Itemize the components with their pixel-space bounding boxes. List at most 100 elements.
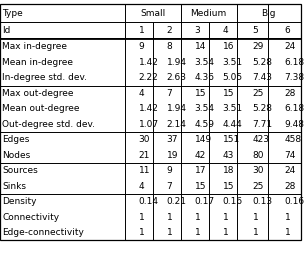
Text: 1: 1: [195, 213, 201, 222]
Text: 423: 423: [253, 135, 270, 144]
Text: 7: 7: [167, 182, 172, 191]
Text: Mean out-degree: Mean out-degree: [2, 104, 79, 113]
Text: 1: 1: [253, 228, 258, 237]
Text: 30: 30: [139, 135, 150, 144]
Text: Big: Big: [261, 9, 276, 18]
Text: 37: 37: [167, 135, 178, 144]
Text: 15: 15: [223, 89, 234, 98]
Text: 1: 1: [285, 228, 290, 237]
Text: 1: 1: [223, 228, 228, 237]
Text: 1: 1: [139, 26, 144, 35]
Text: 5.28: 5.28: [253, 58, 273, 67]
Text: 2: 2: [167, 26, 172, 35]
Text: 3.54: 3.54: [195, 104, 215, 113]
Text: 8: 8: [167, 43, 172, 51]
Text: 7.38: 7.38: [285, 74, 305, 82]
Text: Sinks: Sinks: [2, 182, 26, 191]
Text: 5.05: 5.05: [223, 74, 243, 82]
Text: 1: 1: [167, 228, 172, 237]
Text: 0.14: 0.14: [139, 197, 159, 206]
Text: 6.18: 6.18: [285, 58, 305, 67]
Text: 6: 6: [285, 26, 290, 35]
Text: 0.16: 0.16: [223, 197, 243, 206]
Text: Max in-degree: Max in-degree: [2, 43, 67, 51]
Text: Edge-connectivity: Edge-connectivity: [2, 228, 84, 237]
Text: 1: 1: [139, 213, 144, 222]
Text: 17: 17: [195, 166, 206, 175]
Text: 24: 24: [285, 166, 296, 175]
Text: 16: 16: [223, 43, 234, 51]
Text: 4: 4: [223, 26, 228, 35]
Text: 15: 15: [223, 182, 234, 191]
Text: Max out-degree: Max out-degree: [2, 89, 74, 98]
Text: 7.43: 7.43: [253, 74, 273, 82]
Text: 30: 30: [253, 166, 264, 175]
Text: 80: 80: [253, 151, 264, 160]
Text: 19: 19: [167, 151, 178, 160]
Text: 18: 18: [223, 166, 234, 175]
Text: 2.63: 2.63: [167, 74, 187, 82]
Text: 0.17: 0.17: [195, 197, 215, 206]
Text: 1: 1: [285, 213, 290, 222]
Text: 15: 15: [195, 89, 206, 98]
Text: 28: 28: [285, 89, 296, 98]
Text: Edges: Edges: [2, 135, 30, 144]
Text: 1: 1: [223, 213, 228, 222]
Text: 2.14: 2.14: [167, 120, 187, 129]
Text: 15: 15: [195, 182, 206, 191]
Text: 42: 42: [195, 151, 206, 160]
Text: 21: 21: [139, 151, 150, 160]
Text: 25: 25: [253, 182, 264, 191]
Text: 5.28: 5.28: [253, 104, 273, 113]
Text: Sources: Sources: [2, 166, 38, 175]
Text: 3.51: 3.51: [223, 58, 243, 67]
Text: 3: 3: [195, 26, 201, 35]
Text: 11: 11: [139, 166, 150, 175]
Text: 4: 4: [139, 89, 144, 98]
Text: 24: 24: [285, 43, 296, 51]
Text: 458: 458: [285, 135, 302, 144]
Text: 1.07: 1.07: [139, 120, 159, 129]
Text: 4.36: 4.36: [195, 74, 215, 82]
Text: 4.44: 4.44: [223, 120, 242, 129]
Text: 25: 25: [253, 89, 264, 98]
Text: Small: Small: [140, 9, 165, 18]
Text: 151: 151: [223, 135, 240, 144]
Text: Density: Density: [2, 197, 37, 206]
Text: 1.42: 1.42: [139, 58, 159, 67]
Text: Nodes: Nodes: [2, 151, 30, 160]
Text: 1.94: 1.94: [167, 104, 187, 113]
Text: 14: 14: [195, 43, 206, 51]
Text: 3.51: 3.51: [223, 104, 243, 113]
Text: 4: 4: [139, 182, 144, 191]
Text: In-degree std. dev.: In-degree std. dev.: [2, 74, 87, 82]
Text: 1: 1: [253, 213, 258, 222]
Text: 9.48: 9.48: [285, 120, 305, 129]
Text: 9: 9: [167, 166, 172, 175]
Text: 1: 1: [195, 228, 201, 237]
Text: Id: Id: [2, 26, 10, 35]
Text: 0.21: 0.21: [167, 197, 187, 206]
Text: Connectivity: Connectivity: [2, 213, 59, 222]
Text: 149: 149: [195, 135, 212, 144]
Text: 1: 1: [167, 213, 172, 222]
Text: Out-degree std. dev.: Out-degree std. dev.: [2, 120, 95, 129]
Text: 1.94: 1.94: [167, 58, 187, 67]
Text: Mean in-degree: Mean in-degree: [2, 58, 73, 67]
Text: Medium: Medium: [191, 9, 227, 18]
Text: 9: 9: [139, 43, 144, 51]
Text: Type: Type: [2, 9, 23, 18]
Text: 1: 1: [139, 228, 144, 237]
Text: 0.13: 0.13: [253, 197, 273, 206]
Text: 3.54: 3.54: [195, 58, 215, 67]
Text: 29: 29: [253, 43, 264, 51]
Text: 5: 5: [253, 26, 258, 35]
Text: 7.71: 7.71: [253, 120, 273, 129]
Text: 0.16: 0.16: [285, 197, 305, 206]
Text: 7: 7: [167, 89, 172, 98]
Text: 6.18: 6.18: [285, 104, 305, 113]
Text: 43: 43: [223, 151, 234, 160]
Text: 4.59: 4.59: [195, 120, 215, 129]
Text: 2.22: 2.22: [139, 74, 159, 82]
Text: 28: 28: [285, 182, 296, 191]
